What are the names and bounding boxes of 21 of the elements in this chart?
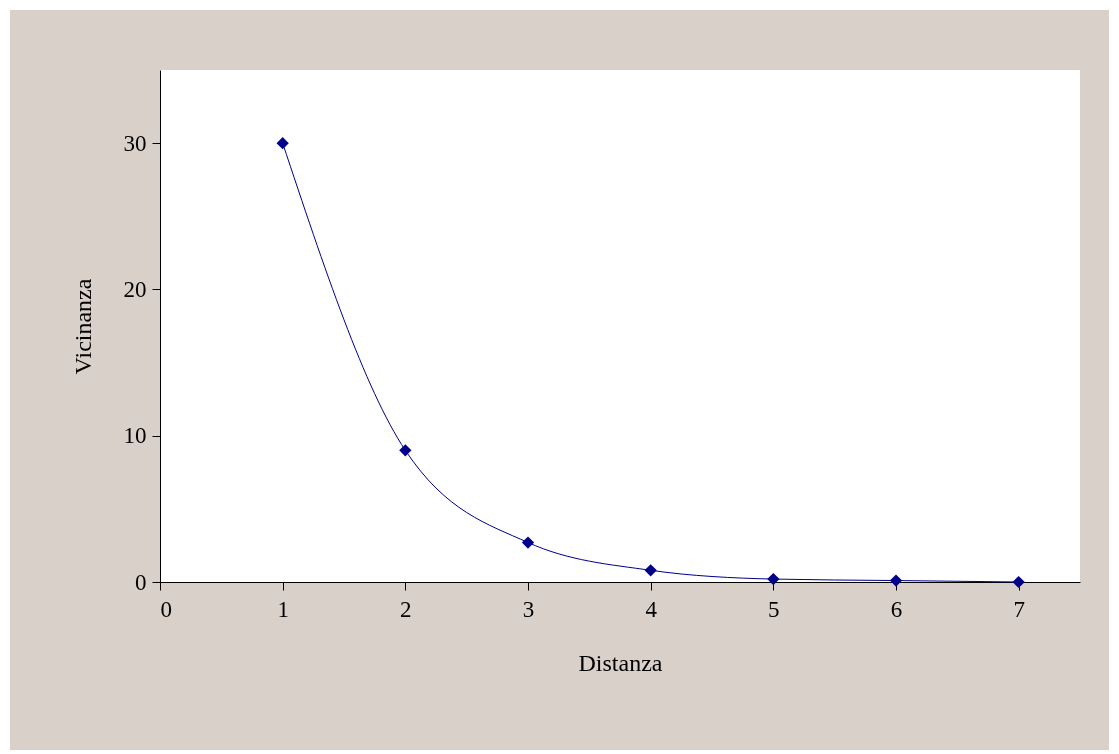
- x-tick-label: 1: [277, 596, 289, 622]
- y-tick-label: 10: [123, 423, 147, 449]
- x-tick-label: 0: [160, 596, 172, 622]
- x-tick-label: 6: [890, 596, 903, 622]
- point: [521, 536, 535, 549]
- y-axis-title: Vicinanza: [69, 278, 96, 375]
- point: [889, 574, 903, 587]
- point: [644, 564, 657, 577]
- x-tick-label: 3: [522, 596, 535, 622]
- point: [767, 572, 780, 586]
- x-axis-title: Distanza: [578, 649, 663, 676]
- point: [276, 137, 289, 150]
- point: [1012, 575, 1025, 589]
- y-tick-label: 20: [123, 276, 147, 302]
- x-tick-label: 7: [1013, 596, 1025, 622]
- x-tick-label: 5: [768, 596, 780, 622]
- x-tick-label: 2: [400, 596, 412, 622]
- x-tick-label: 4: [645, 596, 658, 622]
- y-tick-label: 0: [135, 569, 147, 595]
- point: [399, 444, 412, 457]
- y-tick-label: 30: [123, 130, 147, 156]
